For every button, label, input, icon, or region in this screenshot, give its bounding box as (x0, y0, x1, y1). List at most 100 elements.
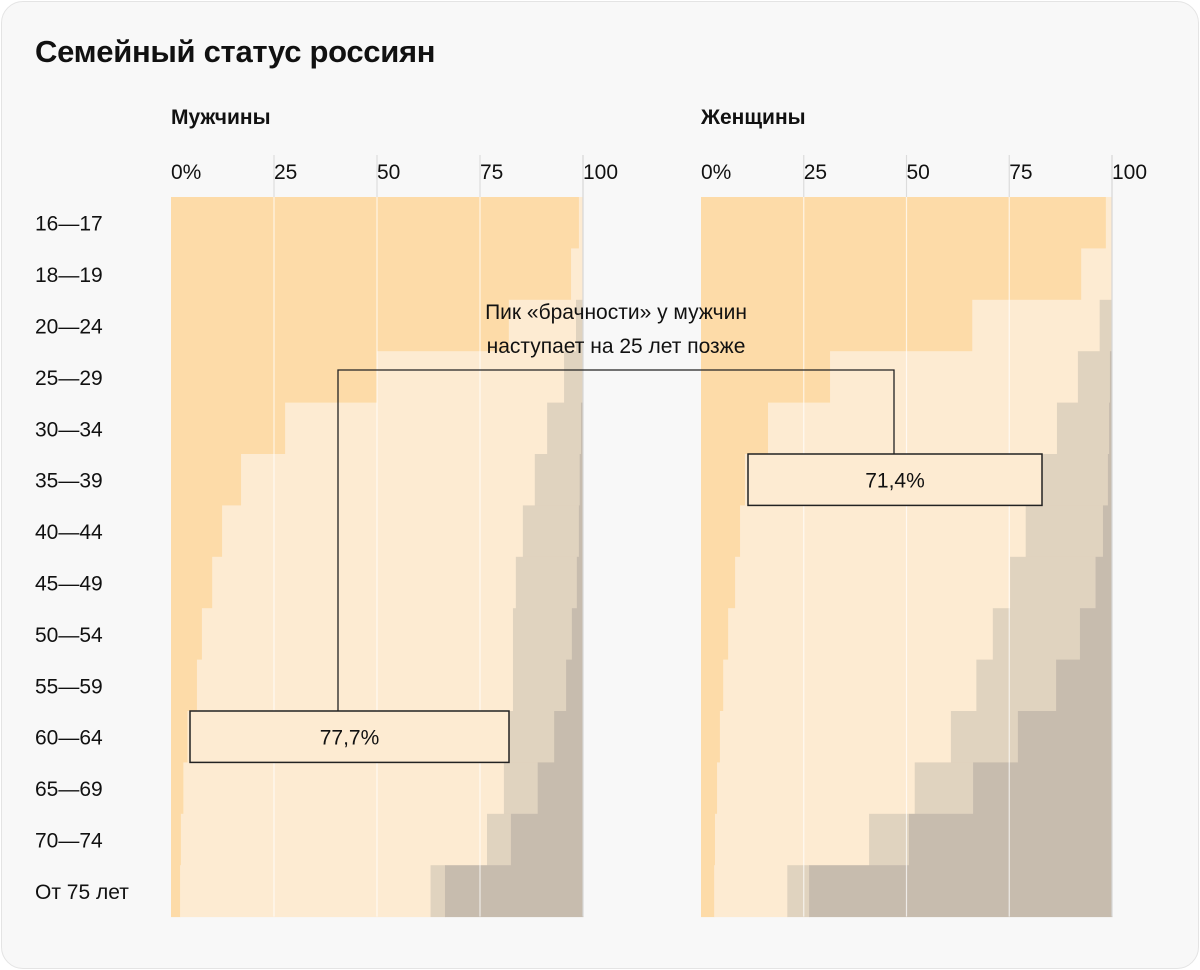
annotation-connector (337, 369, 895, 711)
bar-segment-s4 (554, 711, 584, 763)
bar-segment-s1 (701, 711, 721, 763)
bar-segment-s4 (1095, 556, 1113, 609)
bar-segment-s1 (171, 659, 198, 712)
bar-segment-s1 (171, 556, 213, 609)
row-label: 65—69 (35, 778, 103, 801)
bar-segment-s2 (180, 865, 432, 918)
bar-segment-s1 (171, 608, 203, 661)
row-label: 45—49 (35, 573, 103, 596)
bar-segment-s4 (580, 402, 584, 455)
row-label: 20—24 (35, 316, 103, 339)
highlight-value: 71,4% (865, 470, 925, 493)
bar-segment-s2 (714, 865, 788, 918)
bar-segment-s1 (701, 248, 1082, 301)
bar-segment-s1 (171, 248, 572, 301)
bar-segment-s1 (701, 505, 741, 558)
row-label: От 75 лет (35, 881, 129, 904)
tick-label: 0% (171, 161, 201, 184)
bar-segment-s3 (507, 711, 555, 763)
bar-segment-s3 (575, 299, 584, 352)
bar-segment-s2 (508, 299, 577, 352)
bar-segment-s3 (515, 556, 578, 609)
bar-segment-s4 (579, 454, 584, 506)
bar-segment-s1 (171, 299, 510, 352)
tick-label: 75 (480, 161, 503, 184)
bar-segment-s3 (914, 762, 974, 815)
bar-segment-s4 (578, 505, 584, 558)
bar-segment-s2 (377, 351, 565, 404)
bar-segment-s1 (171, 402, 286, 455)
bar-segment-s3 (512, 608, 573, 661)
bar-segment-s2 (830, 351, 1079, 404)
annotation-line-2: наступает на 25 лет позже (486, 335, 746, 358)
row-label: 18—19 (35, 264, 103, 287)
tick-label: 25 (274, 161, 297, 184)
bar-segment-s2 (1081, 248, 1113, 301)
bar-segment-s2 (719, 711, 952, 763)
bar-segment-s2 (714, 813, 870, 866)
bar-segment-s3 (1025, 505, 1104, 558)
bar-segment-s1 (701, 197, 1107, 249)
bar-segment-s2 (735, 556, 1011, 609)
bar-segment-s2 (578, 197, 584, 249)
panel-title-men: Мужчины (171, 106, 271, 129)
bar-segment-s1 (701, 454, 746, 506)
bar-segment-s4 (571, 608, 584, 661)
bar-segment-s1 (171, 197, 580, 249)
bar-segment-s2 (201, 608, 514, 661)
bar-segment-s4 (809, 865, 1113, 918)
bar-segment-s4 (973, 762, 1113, 815)
bar-segment-s4 (576, 556, 584, 609)
bar-segment-s2 (740, 505, 1027, 558)
bar-segment-s4 (566, 659, 584, 712)
bar-segment-s1 (701, 659, 724, 712)
row-label: 16—17 (35, 213, 103, 236)
annotation-line-1: Пик «брачности» у мужчин (485, 301, 747, 324)
bar-segment-s2 (180, 813, 488, 866)
bar-segment-s1 (171, 865, 181, 918)
bar-segment-s4 (908, 813, 1113, 866)
tick-label: 50 (377, 161, 400, 184)
bar-segment-s4 (1109, 351, 1113, 404)
tick-label: 75 (1009, 161, 1032, 184)
tick-label: 50 (907, 161, 930, 184)
bar-segment-s3 (430, 865, 446, 918)
chart-title: Семейный статус россиян (35, 34, 436, 69)
tick-label: 100 (583, 161, 618, 184)
bar-segment-s3 (564, 351, 584, 404)
bar-segment-s2 (723, 659, 977, 712)
bar-segment-s3 (512, 659, 567, 712)
bar-segment-s3 (976, 659, 1057, 712)
tick-label: 0% (701, 161, 731, 184)
bar-segment-s1 (701, 865, 715, 918)
highlight-box (747, 453, 1043, 507)
row-label: 50—54 (35, 624, 103, 647)
row-label: 30—34 (35, 418, 103, 441)
bar-segment-s1 (701, 402, 769, 455)
bar-segment-s3 (992, 608, 1081, 661)
bar-segment-s3 (950, 711, 1019, 763)
bar-segment-s2 (183, 762, 505, 815)
bar-segment-s1 (701, 762, 718, 815)
bar-segment-s4 (1079, 608, 1113, 661)
row-label: 35—39 (35, 470, 103, 493)
bar-segment-s4 (1107, 454, 1113, 506)
bar-segment-s4 (1109, 402, 1113, 455)
bar-segment-s2 (972, 299, 1101, 352)
bar-segment-s1 (171, 454, 242, 506)
bar-segment-s4 (537, 762, 584, 815)
bar-segment-s4 (510, 813, 584, 866)
row-label: 25—29 (35, 367, 103, 390)
row-label: 55—59 (35, 675, 103, 698)
bar-segment-s3 (1077, 351, 1111, 404)
bar-segment-s3 (547, 402, 582, 455)
panel-title-women: Женщины (701, 106, 806, 129)
bar-segment-s1 (171, 505, 223, 558)
bar-segment-s1 (701, 608, 729, 661)
bar-segment-s1 (701, 813, 716, 866)
bar-segment-s3 (787, 865, 810, 918)
bar-segment-s3 (1099, 299, 1113, 352)
bar-segment-s2 (767, 402, 1058, 455)
bar-segment-s3 (534, 454, 581, 506)
row-label: 40—44 (35, 521, 103, 544)
